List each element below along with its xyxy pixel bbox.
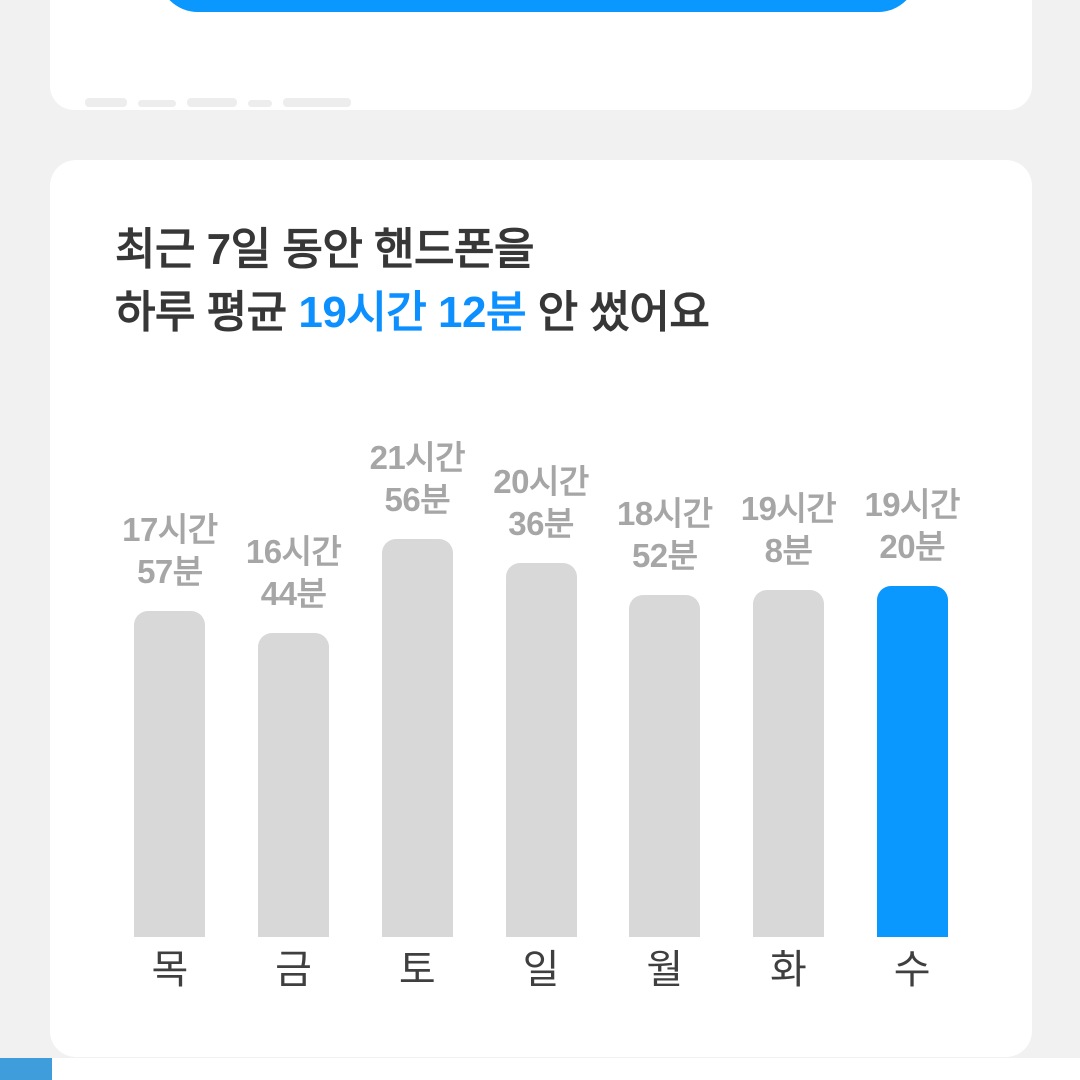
text-fragment (138, 100, 176, 107)
text-fragment (187, 98, 237, 107)
clipped-text-fragments (85, 95, 351, 107)
bar-value-label: 18시간 52분 (617, 495, 713, 574)
day-label-금: 금 (275, 948, 312, 992)
bar-value-label: 19시간 20분 (864, 486, 960, 565)
summary-line1: 최근 7일 동안 핸드폰을 (115, 225, 534, 274)
summary-line2-prefix: 하루 평균 (115, 288, 299, 337)
bar[interactable] (505, 563, 577, 937)
text-fragment (283, 98, 351, 107)
weekly-usage-bar-chart: 17시간 57분 목 16시간 44분 금 21시간 56분 토 20시간 36분 일 18시간 52분 월… (108, 429, 974, 995)
day-label-월: 월 (646, 948, 684, 992)
usage-chart-card: 최근 7일 동안 핸드폰을 하루 평균 19시간 12분 안 썼어요 17시간 5… (50, 160, 1032, 1057)
day-label-토: 토 (398, 948, 436, 992)
bar-value-label: 21시간 56분 (369, 439, 466, 518)
bar[interactable] (134, 611, 206, 937)
summary-line2: 하루 평균 19시간 12분 안 썼어요 (115, 281, 710, 344)
bottom-left-blue-block (0, 1058, 52, 1080)
day-label-목: 목 (151, 948, 189, 992)
day-label-일: 일 (522, 948, 560, 992)
summary-line2-suffix: 안 썼어요 (525, 288, 710, 337)
summary-title: 최근 7일 동안 핸드폰을 하루 평균 19시간 12분 안 썼어요 (115, 218, 710, 344)
bar[interactable] (629, 595, 701, 937)
bar-value-label: 19시간 8분 (740, 490, 837, 569)
average-time-highlight: 19시간 12분 (298, 288, 526, 337)
text-fragment (85, 98, 127, 107)
top-card (50, 0, 1032, 110)
bottom-strip (0, 1058, 1080, 1080)
bar[interactable] (381, 539, 453, 937)
top-primary-button[interactable] (158, 0, 918, 12)
bar-value-label: 17시간 57분 (122, 511, 218, 590)
bar[interactable] (258, 633, 330, 937)
bar-value-label: 20시간 36분 (493, 463, 589, 542)
day-label-화: 화 (770, 948, 807, 992)
text-fragment (248, 100, 272, 107)
bar-highlighted[interactable] (876, 586, 948, 937)
bar-value-label: 16시간 44분 (245, 533, 342, 612)
bar[interactable] (752, 590, 824, 937)
day-label-수: 수 (893, 948, 931, 992)
